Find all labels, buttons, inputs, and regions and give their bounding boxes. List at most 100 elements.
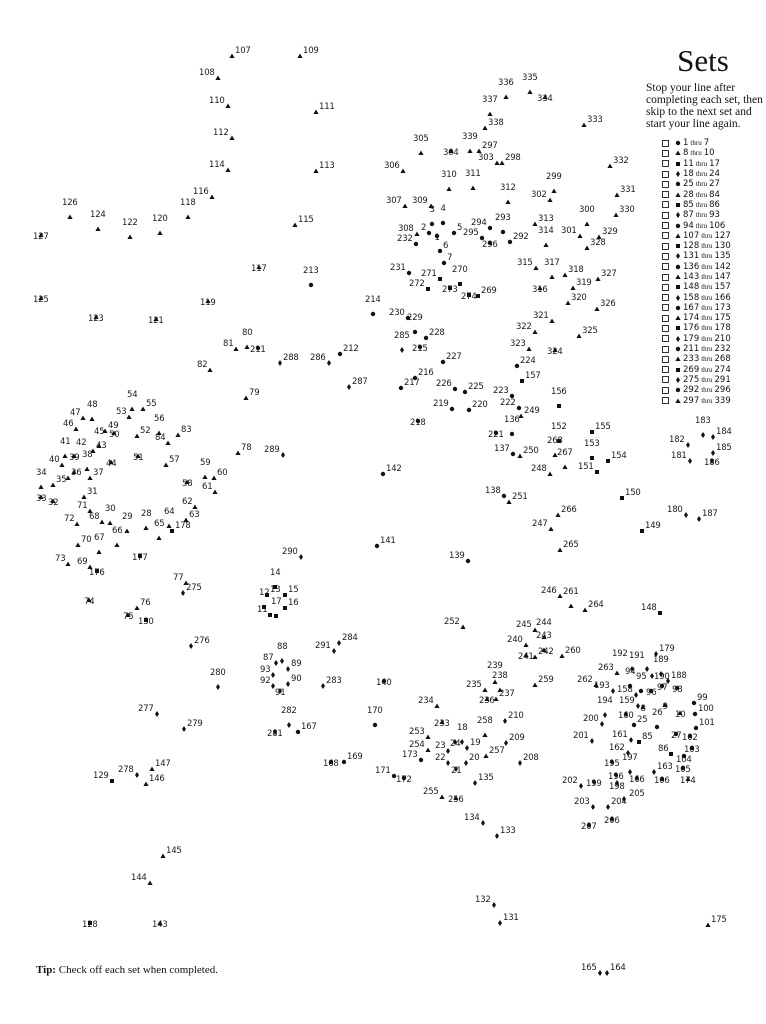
dot-triangle-icon[interactable] — [49, 492, 57, 510]
dot-triangle-icon[interactable] — [540, 628, 548, 646]
set-checkbox[interactable] — [662, 376, 669, 384]
dot-triangle-icon[interactable] — [554, 506, 562, 524]
dot-triangle-icon[interactable] — [95, 437, 103, 455]
dot-circle-icon[interactable] — [513, 357, 521, 375]
dot-circle-icon[interactable] — [433, 227, 441, 245]
dot-square-icon[interactable] — [667, 745, 675, 763]
dot-diamond-icon[interactable] — [452, 760, 460, 778]
dot-circle-icon[interactable] — [673, 679, 681, 697]
dot-circle-icon[interactable] — [692, 719, 700, 737]
dot-triangle-icon[interactable] — [556, 541, 564, 559]
dot-triangle-icon[interactable] — [86, 558, 94, 576]
dot-circle-icon[interactable] — [478, 229, 486, 247]
dot-triangle-icon[interactable] — [551, 446, 559, 464]
dot-diamond-icon[interactable] — [699, 426, 707, 444]
dot-circle-icon[interactable] — [340, 753, 348, 771]
dot-circle-icon[interactable] — [425, 224, 433, 242]
dot-square-icon[interactable] — [618, 489, 626, 507]
dot-diamond-icon[interactable] — [648, 667, 656, 685]
dot-circle-icon[interactable] — [461, 383, 469, 401]
dot-triangle-icon[interactable] — [124, 606, 132, 624]
set-checkbox[interactable] — [662, 294, 669, 302]
dot-square-icon[interactable] — [555, 397, 563, 415]
dot-diamond-icon[interactable] — [345, 378, 353, 396]
dot-circle-icon[interactable] — [373, 537, 381, 555]
dot-diamond-icon[interactable] — [297, 548, 305, 566]
dot-circle-icon[interactable] — [440, 254, 448, 272]
dot-circle-icon[interactable] — [450, 224, 458, 242]
dot-diamond-icon[interactable] — [330, 642, 338, 660]
dot-triangle-icon[interactable] — [206, 361, 214, 379]
dot-circle-icon[interactable] — [688, 739, 696, 757]
dot-diamond-icon[interactable] — [153, 705, 161, 723]
dot-triangle-icon[interactable] — [452, 789, 460, 807]
dot-triangle-icon[interactable] — [639, 698, 647, 716]
dot-diamond-icon[interactable] — [502, 734, 510, 752]
dot-triangle-icon[interactable] — [594, 270, 602, 288]
dot-square-icon[interactable] — [424, 280, 432, 298]
dot-triangle-icon[interactable] — [74, 536, 82, 554]
dot-square-icon[interactable] — [588, 449, 596, 467]
set-checkbox[interactable] — [662, 273, 669, 281]
dot-triangle-icon[interactable] — [113, 536, 121, 554]
dot-triangle-icon[interactable] — [224, 97, 232, 115]
dot-triangle-icon[interactable] — [182, 511, 190, 529]
dot-diamond-icon[interactable] — [601, 706, 609, 724]
dot-diamond-icon[interactable] — [180, 720, 188, 738]
dot-triangle-icon[interactable] — [561, 458, 569, 476]
dot-triangle-icon[interactable] — [556, 587, 564, 605]
dot-circle-icon[interactable] — [658, 677, 666, 695]
dot-triangle-icon[interactable] — [481, 681, 489, 699]
dot-circle-icon[interactable] — [508, 425, 516, 443]
dot-triangle-icon[interactable] — [242, 389, 250, 407]
dot-triangle-icon[interactable] — [469, 179, 477, 197]
dot-circle-icon[interactable] — [672, 725, 680, 743]
dot-diamond-icon[interactable] — [622, 705, 630, 723]
dot-diamond-icon[interactable] — [657, 665, 665, 683]
dot-triangle-icon[interactable] — [155, 424, 163, 442]
set-checkbox[interactable] — [662, 170, 669, 178]
dot-diamond-icon[interactable] — [632, 686, 640, 704]
dot-circle-icon[interactable] — [499, 223, 507, 241]
dot-circle-icon[interactable] — [626, 677, 634, 695]
dot-triangle-icon[interactable] — [125, 408, 133, 426]
dot-triangle-icon[interactable] — [547, 520, 555, 538]
dot-diamond-icon[interactable] — [187, 637, 195, 655]
dot-diamond-icon[interactable] — [272, 654, 280, 672]
dot-triangle-icon[interactable] — [85, 591, 93, 609]
dot-diamond-icon[interactable] — [708, 452, 716, 470]
dot-triangle-icon[interactable] — [493, 154, 501, 172]
dot-triangle-icon[interactable] — [399, 162, 407, 180]
dot-triangle-icon[interactable] — [551, 341, 559, 359]
dot-triangle-icon[interactable] — [232, 340, 240, 358]
dot-triangle-icon[interactable] — [106, 514, 114, 532]
dot-triangle-icon[interactable] — [92, 308, 100, 326]
dot-triangle-icon[interactable] — [72, 420, 80, 438]
dot-triangle-icon[interactable] — [191, 498, 199, 516]
dot-triangle-icon[interactable] — [606, 157, 614, 175]
dot-circle-icon[interactable] — [451, 380, 459, 398]
dot-triangle-icon[interactable] — [548, 268, 556, 286]
dot-triangle-icon[interactable] — [502, 88, 510, 106]
set-checkbox[interactable] — [662, 283, 669, 291]
set-checkbox[interactable] — [662, 211, 669, 219]
dot-diamond-icon[interactable] — [276, 354, 284, 372]
dot-triangle-icon[interactable] — [162, 456, 170, 474]
dot-diamond-icon[interactable] — [650, 763, 658, 781]
dot-circle-icon[interactable] — [380, 672, 388, 690]
dot-diamond-icon[interactable] — [276, 682, 284, 700]
dot-square-icon[interactable] — [168, 522, 176, 540]
dot-square-icon[interactable] — [142, 611, 150, 629]
dot-diamond-icon[interactable] — [133, 766, 141, 784]
dot-square-icon[interactable] — [86, 914, 94, 932]
dot-diamond-icon[interactable] — [271, 723, 279, 741]
dot-diamond-icon[interactable] — [471, 774, 479, 792]
dot-triangle-icon[interactable] — [531, 621, 539, 639]
dot-triangle-icon[interactable] — [580, 116, 588, 134]
set-checkbox[interactable] — [662, 139, 669, 147]
dot-triangle-icon[interactable] — [505, 493, 513, 511]
dot-triangle-icon[interactable] — [541, 88, 549, 106]
dot-square-icon[interactable] — [555, 432, 563, 450]
dot-diamond-icon[interactable] — [577, 777, 585, 795]
dot-triangle-icon[interactable] — [64, 555, 72, 573]
